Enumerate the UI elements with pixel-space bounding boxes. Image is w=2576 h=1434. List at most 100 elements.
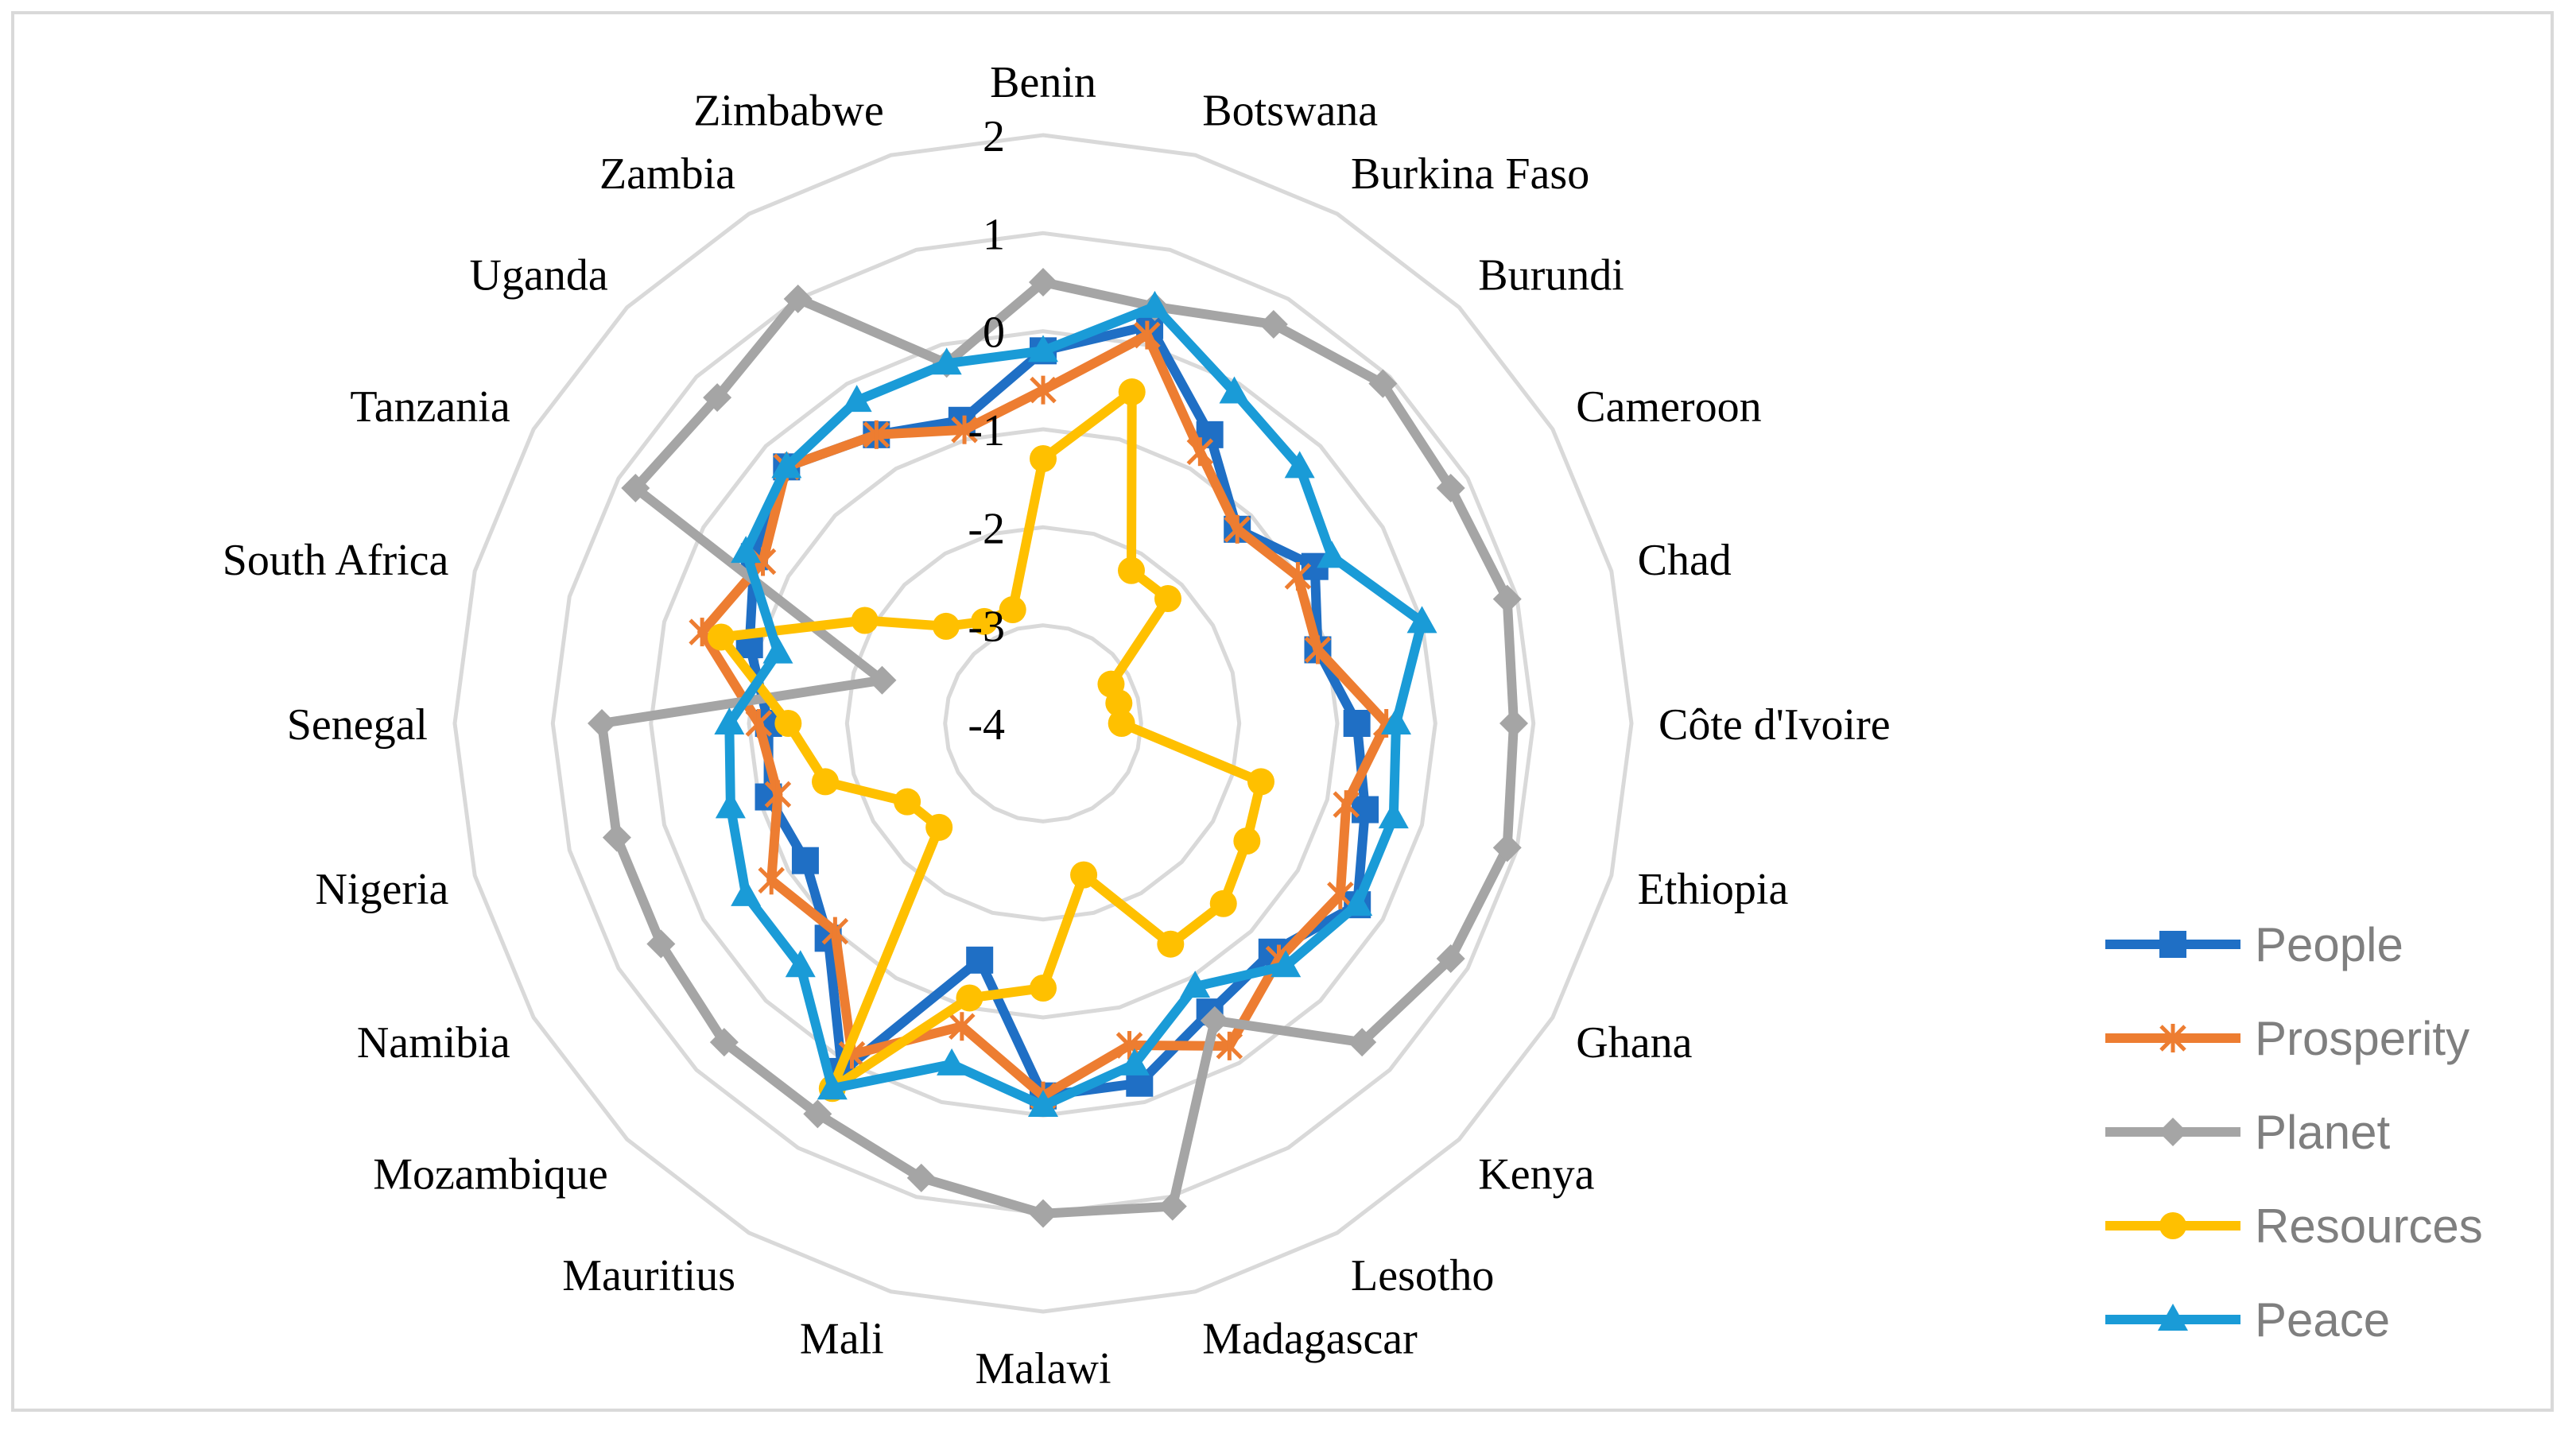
data-point xyxy=(956,984,983,1012)
data-point xyxy=(1436,944,1465,973)
legend-marker xyxy=(2159,1118,2187,1146)
data-point xyxy=(1224,514,1251,544)
category-label: Mozambique xyxy=(373,1150,607,1200)
legend-label: Planet xyxy=(2255,1106,2390,1159)
data-point xyxy=(1406,606,1437,634)
data-point xyxy=(1118,378,1146,406)
series-planet xyxy=(588,268,1528,1228)
data-point xyxy=(1028,1090,1058,1117)
data-point xyxy=(851,607,879,634)
data-point xyxy=(1219,376,1250,404)
data-point xyxy=(1368,369,1398,398)
data-point xyxy=(646,929,676,959)
data-point xyxy=(1200,1006,1229,1035)
tick-label: 0 xyxy=(983,308,1005,358)
data-point xyxy=(731,878,762,906)
data-point xyxy=(1492,833,1522,862)
data-point xyxy=(803,1099,832,1129)
data-point xyxy=(1139,290,1170,318)
data-point xyxy=(758,866,785,895)
category-label: Zimbabwe xyxy=(693,86,883,135)
data-point xyxy=(621,474,650,502)
data-point xyxy=(783,284,813,313)
data-point xyxy=(1247,768,1275,796)
data-point xyxy=(1348,1028,1377,1057)
data-point xyxy=(1157,930,1185,958)
data-point xyxy=(1436,474,1465,502)
data-point xyxy=(745,709,773,738)
tick-label: -1 xyxy=(968,406,1005,455)
data-point xyxy=(715,791,746,819)
category-label: Senegal xyxy=(287,700,428,750)
data-point xyxy=(894,788,921,816)
radar-chart: 2 1 0 -1 -2 -3 -4 Benin Botswana Burkina Faso Bur… xyxy=(223,58,2483,1393)
legend: People Prosperity Planet Resources Peace xyxy=(2105,918,2483,1347)
data-point xyxy=(1233,827,1261,855)
data-point xyxy=(588,709,616,738)
data-point xyxy=(1209,889,1237,917)
legend-item-planet: Planet xyxy=(2105,1106,2390,1159)
data-point xyxy=(817,1072,848,1100)
legend-label: People xyxy=(2255,918,2403,971)
data-point xyxy=(999,596,1026,624)
category-label: Madagascar xyxy=(1202,1315,1418,1364)
data-point xyxy=(709,1028,739,1057)
data-point xyxy=(1154,585,1181,613)
tick-label: -3 xyxy=(968,603,1005,652)
category-label: Malawi xyxy=(975,1344,1111,1393)
category-label: Benin xyxy=(990,58,1096,107)
data-point xyxy=(841,385,872,413)
data-point xyxy=(785,950,816,978)
data-point xyxy=(762,636,793,664)
legend-marker xyxy=(2158,1304,2188,1331)
data-point xyxy=(1284,562,1312,591)
legend-marker xyxy=(2159,1212,2186,1239)
data-point xyxy=(949,1012,976,1041)
data-point xyxy=(1186,437,1214,467)
data-point xyxy=(731,536,762,564)
category-label: Burkina Faso xyxy=(1351,149,1589,199)
data-point xyxy=(714,707,745,734)
category-label: Kenya xyxy=(1478,1150,1594,1200)
data-point xyxy=(821,917,849,946)
data-point xyxy=(1259,309,1288,339)
data-point xyxy=(1118,556,1145,584)
data-point xyxy=(1343,710,1371,737)
data-point xyxy=(1029,268,1057,296)
data-point xyxy=(971,607,998,635)
data-point xyxy=(863,420,890,449)
data-point xyxy=(703,383,732,413)
category-label: Nigeria xyxy=(315,865,448,914)
legend-item-resources: Resources xyxy=(2105,1200,2483,1253)
data-point xyxy=(966,946,994,974)
data-point xyxy=(811,768,839,796)
data-point xyxy=(1271,950,1302,978)
category-label: South Africa xyxy=(223,536,449,585)
category-label: Mauritius xyxy=(562,1251,735,1300)
data-point xyxy=(1381,707,1411,734)
data-point xyxy=(1499,709,1528,738)
data-point xyxy=(764,780,792,809)
category-label: Zambia xyxy=(599,149,735,199)
legend-label: Peace xyxy=(2255,1293,2390,1347)
data-point xyxy=(932,612,960,640)
data-point xyxy=(1108,710,1135,737)
data-point xyxy=(1317,541,1348,568)
legend-marker xyxy=(2159,1024,2186,1052)
data-point xyxy=(1492,584,1522,614)
data-point xyxy=(1119,1048,1150,1076)
category-labels: Benin Botswana Burkina Faso Burundi Cameroon… xyxy=(223,58,1891,1393)
data-point xyxy=(1028,335,1058,362)
grid-ring xyxy=(844,525,1242,922)
data-point xyxy=(1158,1192,1187,1221)
data-point xyxy=(906,1163,936,1192)
tick-label: -2 xyxy=(968,504,1005,553)
data-point xyxy=(1342,889,1373,917)
data-point xyxy=(707,623,735,651)
category-label: Lesotho xyxy=(1351,1251,1494,1300)
data-point xyxy=(771,451,802,479)
data-point xyxy=(925,813,953,841)
data-point xyxy=(1030,445,1057,472)
data-point xyxy=(1327,880,1354,909)
data-point xyxy=(1030,375,1057,405)
